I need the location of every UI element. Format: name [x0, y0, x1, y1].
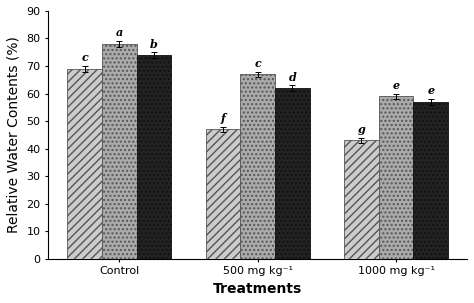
Text: c: c [81, 52, 88, 63]
Bar [102, 44, 137, 259]
Text: c: c [254, 58, 261, 69]
Bar [379, 96, 413, 259]
X-axis label: Treatments: Treatments [213, 282, 302, 296]
Bar [240, 74, 275, 259]
Bar [67, 69, 102, 259]
Bar [275, 88, 310, 259]
Bar [344, 140, 379, 259]
Text: a: a [116, 28, 123, 38]
Bar [413, 102, 448, 259]
Text: b: b [150, 38, 158, 49]
Text: f: f [221, 113, 226, 124]
Bar [137, 55, 171, 259]
Bar [206, 129, 240, 259]
Text: d: d [288, 72, 296, 82]
Y-axis label: Relative Water Contents (%): Relative Water Contents (%) [7, 36, 21, 233]
Text: e: e [427, 85, 434, 96]
Text: g: g [357, 124, 365, 135]
Text: e: e [392, 80, 400, 91]
